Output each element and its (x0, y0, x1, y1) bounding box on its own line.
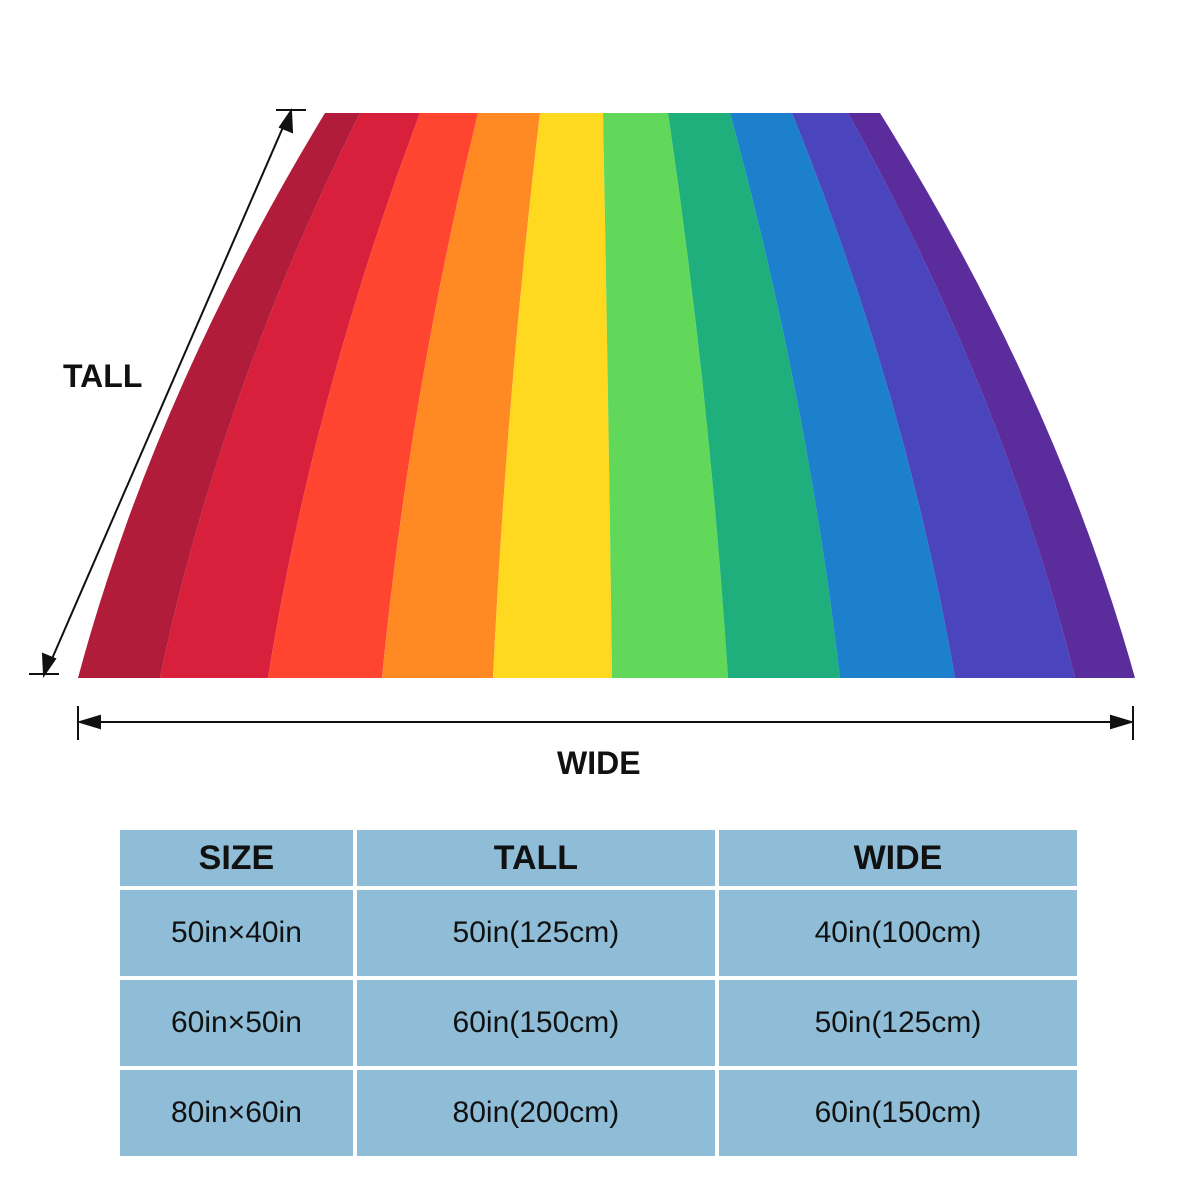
table-cell: 50in×40in (120, 890, 353, 976)
header-cell: TALL (356, 830, 715, 886)
tall-arrow (29, 107, 306, 679)
table-cell: 80in(200cm) (356, 1070, 715, 1156)
blanket-stripe (160, 113, 420, 678)
blanket-stripe (668, 113, 840, 678)
blanket (78, 113, 1135, 678)
table-cell: 60in×50in (120, 980, 353, 1066)
tall-label: TALL (63, 358, 143, 394)
blanket-stripe (78, 113, 360, 678)
wide-label: WIDE (557, 745, 641, 781)
table-cell: 80in×60in (120, 1070, 353, 1156)
header-cell: WIDE (718, 830, 1077, 886)
header-row: SIZE TALL WIDE (120, 830, 1077, 886)
header-cell: SIZE (120, 830, 353, 886)
blanket-illustration (29, 107, 1135, 740)
table-row: 80in×60in 80in(200cm) 60in(150cm) (120, 1070, 1077, 1156)
blanket-stripe (792, 113, 1075, 678)
wide-arrow (76, 706, 1135, 740)
blanket-stripe (268, 113, 478, 678)
blanket-stripe (382, 113, 540, 678)
table-cell: 60in(150cm) (718, 1070, 1077, 1156)
table-row: 60in×50in 60in(150cm) 50in(125cm) (120, 980, 1077, 1066)
blanket-stripe (848, 113, 1135, 678)
table-cell: 40in(100cm) (718, 890, 1077, 976)
blanket-stripe (603, 113, 728, 678)
blanket-stripe (493, 113, 612, 678)
table-row: 50in×40in 50in(125cm) 40in(100cm) (120, 890, 1077, 976)
table-cell: 50in(125cm) (356, 890, 715, 976)
blanket-stripe (730, 113, 955, 678)
size-table: SIZE TALL WIDE 50in×40in 50in(125cm) 40in(100… (116, 826, 1081, 1160)
table-cell: 60in(150cm) (356, 980, 715, 1066)
table-cell: 50in(125cm) (718, 980, 1077, 1066)
